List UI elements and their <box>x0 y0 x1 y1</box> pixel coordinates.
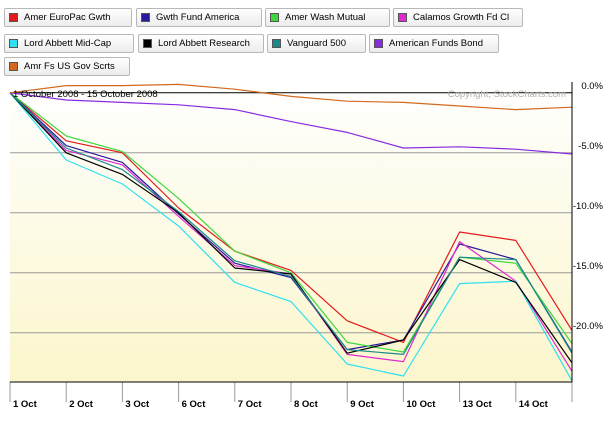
copyright: Copyright, StockCharts.com <box>448 89 566 100</box>
legend-swatch <box>272 39 281 48</box>
plot-background <box>10 82 572 382</box>
x-tick-label: 1 Oct <box>13 399 38 410</box>
legend-label: Amr Fs US Gov Scrts <box>24 61 115 72</box>
x-tick-label: 6 Oct <box>182 399 207 410</box>
x-tick-label: 14 Oct <box>519 399 549 410</box>
legend-swatch <box>9 62 18 71</box>
legend-label: Vanguard 500 <box>287 38 346 49</box>
y-tick-label: -15.0% <box>573 261 604 272</box>
legend-button[interactable]: Vanguard 500 <box>267 34 366 53</box>
x-tick-label: 10 Oct <box>406 399 436 410</box>
legend-button[interactable]: Gwth Fund America <box>136 8 262 27</box>
legend-swatch <box>270 13 279 22</box>
series-line <box>9 92 573 353</box>
legend-swatch <box>398 13 407 22</box>
legend-label: Amer Wash Mutual <box>285 12 366 23</box>
y-tick-label: -20.0% <box>573 321 604 332</box>
y-tick-label: 0.0% <box>581 82 603 92</box>
legend-swatch <box>374 39 383 48</box>
legend-button[interactable]: Amer Wash Mutual <box>265 8 390 27</box>
x-tick-label: 3 Oct <box>125 399 150 410</box>
legend-swatch <box>9 13 18 22</box>
legend-label: Calamos Growth Fd Cl <box>413 12 510 23</box>
legend-button[interactable]: Lord Abbett Mid-Cap <box>4 34 134 53</box>
series-line <box>9 92 573 343</box>
legend: Amer EuroPac Gwth Gwth Fund America Amer W… <box>0 0 612 82</box>
series-line <box>9 92 573 364</box>
legend-button[interactable]: Amer EuroPac Gwth <box>4 8 132 27</box>
series-line <box>9 83 573 111</box>
x-tick-label: 2 Oct <box>69 399 94 410</box>
legend-label: Gwth Fund America <box>156 12 240 23</box>
date-range: 1 October 2008 - 15 October 2008 <box>13 89 158 100</box>
legend-label: Lord Abbett Mid-Cap <box>24 38 112 49</box>
legend-button[interactable]: Lord Abbett Research <box>138 34 264 53</box>
series-line <box>9 92 573 353</box>
x-tick-label: 8 Oct <box>294 399 319 410</box>
legend-swatch <box>9 39 18 48</box>
legend-swatch <box>143 39 152 48</box>
legend-button[interactable]: Calamos Growth Fd Cl <box>393 8 523 27</box>
series-line <box>9 92 573 355</box>
y-tick-label: -5.0% <box>578 141 603 152</box>
x-axis-labels: 1 Oct 2 Oct 3 Oct 6 Oct 7 Oct 8 Oct 9 Oct 10 Oc… <box>13 399 549 410</box>
x-tick-label: 13 Oct <box>463 399 493 410</box>
series-line <box>9 92 573 382</box>
y-axis-labels: 0.0% -5.0% -10.0% -15.0% -20.0% <box>573 82 604 332</box>
y-tick-label: -10.0% <box>573 201 604 212</box>
legend-button[interactable]: Amr Fs US Gov Scrts <box>4 57 130 76</box>
grid-lines <box>9 92 573 402</box>
series-lines <box>9 83 573 382</box>
x-tick-label: 7 Oct <box>238 399 263 410</box>
legend-label: American Funds Bond <box>389 38 483 49</box>
legend-label: Amer EuroPac Gwth <box>24 12 111 23</box>
performance-chart: 1 October 2008 - 15 October 2008 Copyrig… <box>9 82 604 410</box>
series-line <box>9 92 573 155</box>
x-tick-label: 9 Oct <box>350 399 375 410</box>
legend-label: Lord Abbett Research <box>158 38 250 49</box>
legend-swatch <box>141 13 150 22</box>
legend-button[interactable]: American Funds Bond <box>369 34 499 53</box>
